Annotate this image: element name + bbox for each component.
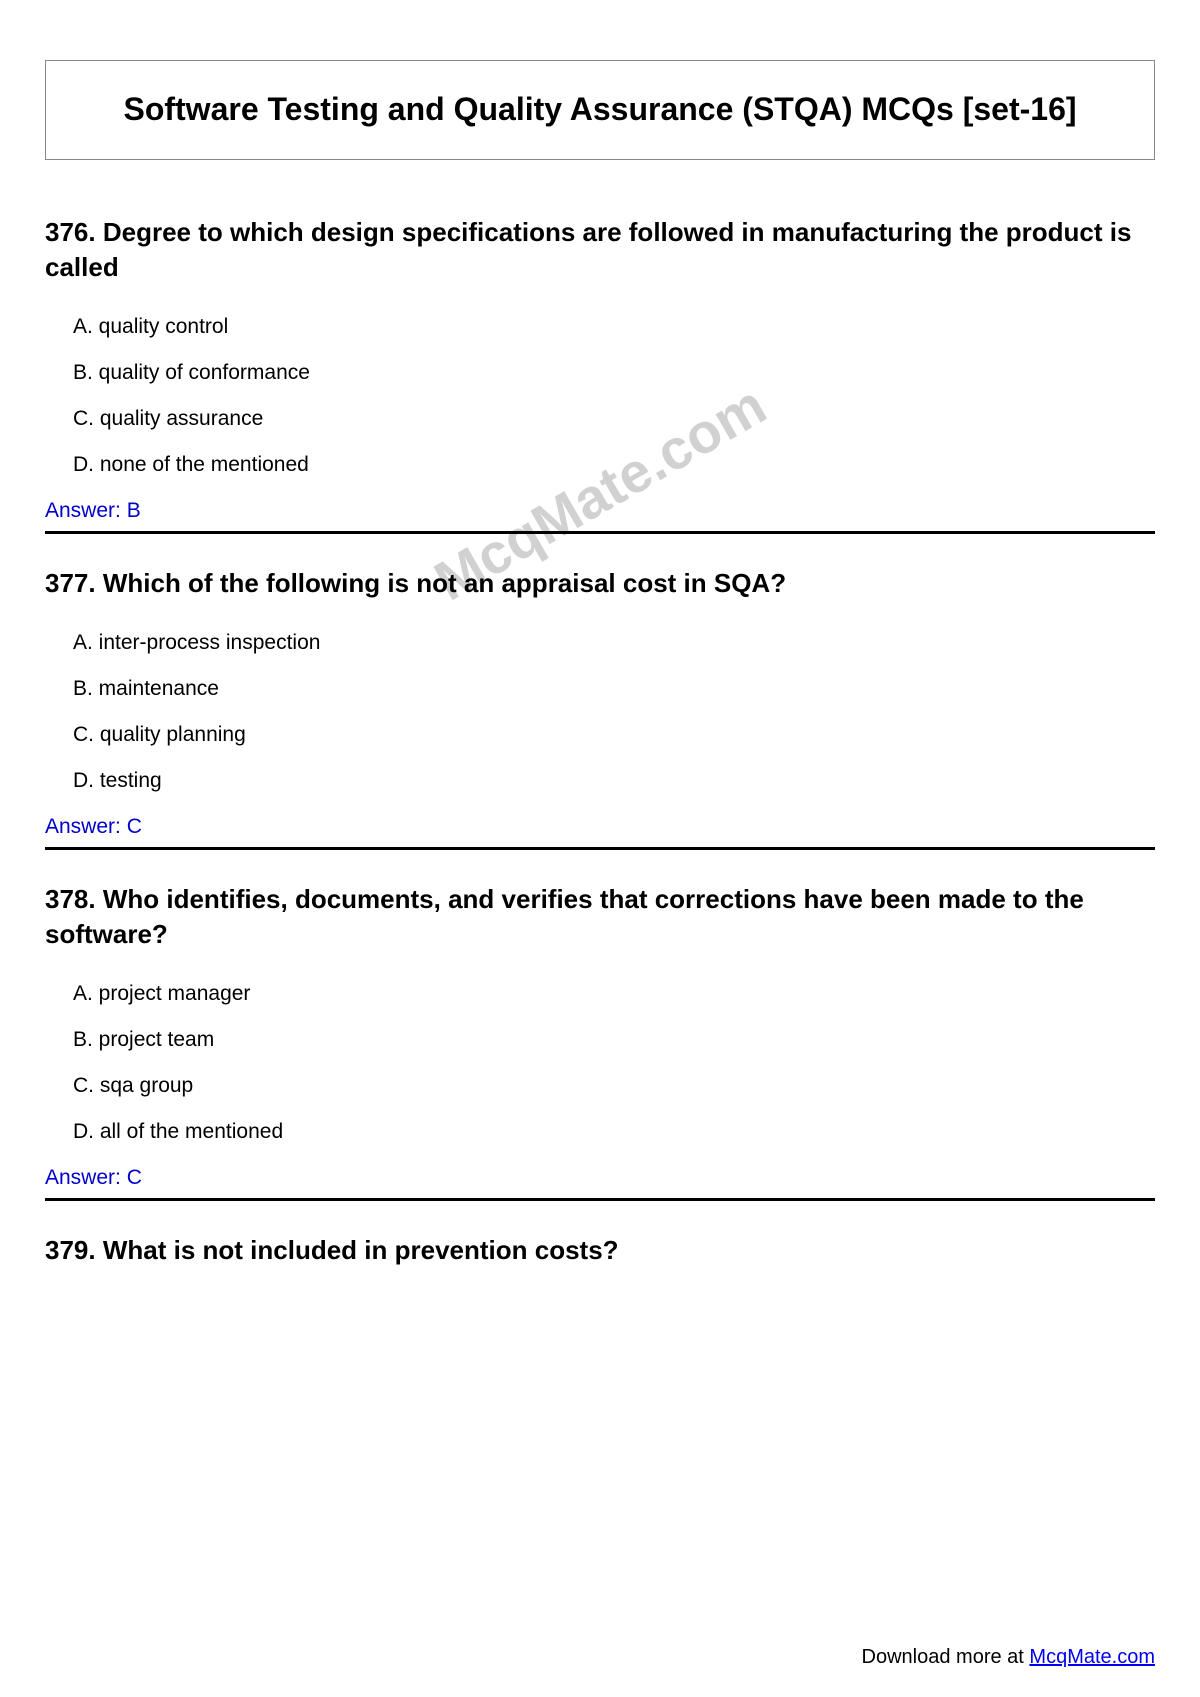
question-text: 377. Which of the following is not an ap… bbox=[45, 566, 1155, 601]
question-block: 377. Which of the following is not an ap… bbox=[45, 566, 1155, 839]
divider bbox=[45, 847, 1155, 850]
option-b: B. quality of conformance bbox=[45, 361, 1155, 385]
question-text: 378. Who identifies, documents, and veri… bbox=[45, 882, 1155, 952]
question-block: 378. Who identifies, documents, and veri… bbox=[45, 882, 1155, 1190]
divider bbox=[45, 1198, 1155, 1201]
option-d: D. none of the mentioned bbox=[45, 453, 1155, 477]
option-c: C. quality assurance bbox=[45, 407, 1155, 431]
option-b: B. project team bbox=[45, 1028, 1155, 1052]
answer-text: Answer: B bbox=[45, 499, 1155, 523]
option-d: D. testing bbox=[45, 769, 1155, 793]
page-title: Software Testing and Quality Assurance (… bbox=[66, 89, 1134, 131]
option-d: D. all of the mentioned bbox=[45, 1120, 1155, 1144]
footer: Download more at McqMate.com bbox=[862, 1646, 1155, 1669]
question-block: 376. Degree to which design specificatio… bbox=[45, 215, 1155, 523]
option-a: A. project manager bbox=[45, 982, 1155, 1006]
answer-text: Answer: C bbox=[45, 815, 1155, 839]
footer-link[interactable]: McqMate.com bbox=[1029, 1646, 1155, 1668]
option-c: C. quality planning bbox=[45, 723, 1155, 747]
question-block: 379. What is not included in prevention … bbox=[45, 1233, 1155, 1268]
question-text: 379. What is not included in prevention … bbox=[45, 1233, 1155, 1268]
option-a: A. quality control bbox=[45, 315, 1155, 339]
title-container: Software Testing and Quality Assurance (… bbox=[45, 60, 1155, 160]
answer-text: Answer: C bbox=[45, 1166, 1155, 1190]
option-b: B. maintenance bbox=[45, 677, 1155, 701]
option-a: A. inter-process inspection bbox=[45, 631, 1155, 655]
footer-text: Download more at bbox=[862, 1646, 1030, 1668]
option-c: C. sqa group bbox=[45, 1074, 1155, 1098]
divider bbox=[45, 531, 1155, 534]
question-text: 376. Degree to which design specificatio… bbox=[45, 215, 1155, 285]
